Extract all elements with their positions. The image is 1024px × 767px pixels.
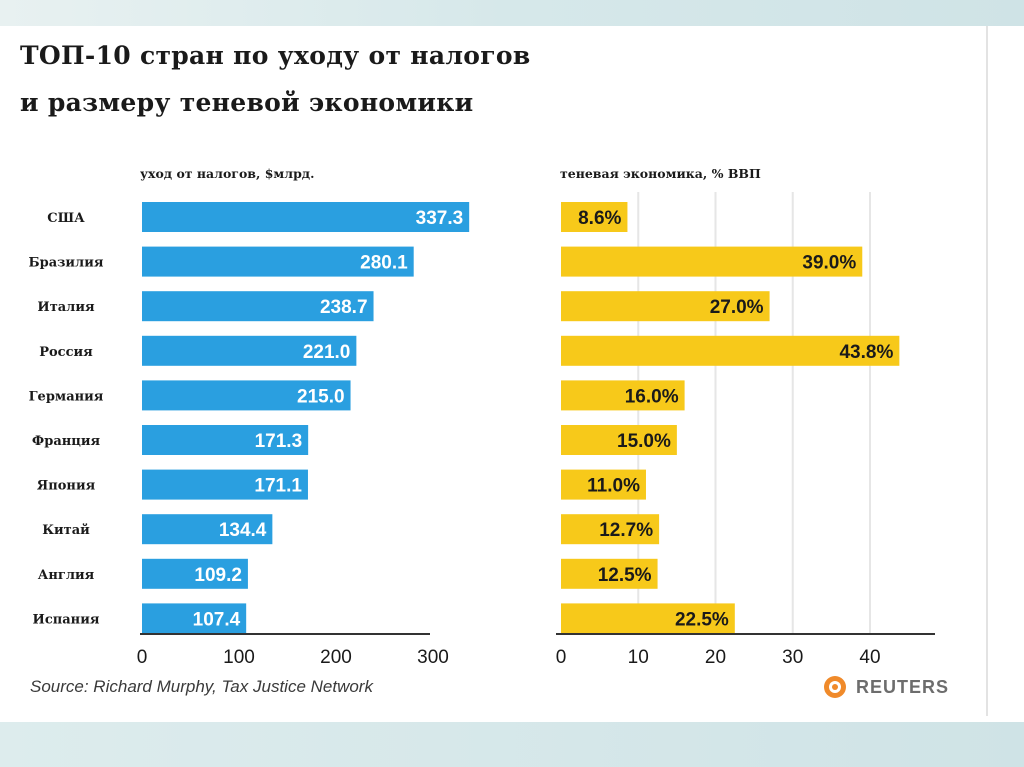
shadow-tick-label: 10	[628, 647, 649, 668]
reuters-logo: REUTERS	[820, 673, 949, 701]
tax-bar	[142, 425, 309, 455]
shadow-bar	[561, 291, 770, 322]
tax-value-label: 221.0	[303, 342, 351, 363]
shadow-tick-label: 40	[859, 647, 880, 668]
shadow-value-label: 43.8%	[839, 342, 893, 363]
category-label: Франция	[32, 434, 101, 449]
category-label: Бразилия	[29, 256, 104, 271]
shadow-bar	[561, 246, 863, 277]
shadow-value-label: 39.0%	[802, 253, 856, 274]
tax-tick-label: 100	[223, 647, 255, 668]
tax-value-label: 171.1	[254, 476, 302, 497]
shadow-bar	[561, 335, 900, 366]
source-note: Source: Richard Murphy, Tax Justice Netw…	[30, 677, 373, 696]
shadow-bar	[561, 380, 685, 411]
shadow-bar	[561, 514, 660, 545]
tax-value-label: 107.4	[193, 609, 241, 630]
category-label: Россия	[39, 345, 93, 360]
shadow-value-label: 27.0%	[710, 297, 764, 318]
category-label: Италия	[37, 300, 95, 315]
tax-value-label: 215.0	[297, 386, 345, 407]
tax-value-label: 171.3	[255, 431, 303, 452]
tax-bar	[142, 246, 414, 277]
shadow-value-label: 15.0%	[617, 431, 671, 452]
shadow-bar	[561, 425, 677, 455]
reuters-dots-icon	[824, 676, 846, 698]
shadow-value-label: 22.5%	[675, 609, 729, 630]
shadow-value-label: 16.0%	[625, 386, 679, 407]
tax-bar	[142, 558, 248, 589]
shadow-value-label: 12.5%	[598, 565, 652, 586]
category-label: Япония	[37, 479, 96, 494]
chart-title-line-2: и размеру теневой экономики	[20, 88, 474, 117]
tax-bar	[142, 469, 308, 500]
tax-panel-title: уход от налогов, $млрд.	[140, 166, 315, 181]
bottom-decor-band	[0, 722, 1024, 767]
chart-title: ТОП-10 стран по уходу от налогов и разме…	[20, 32, 720, 126]
tax-value-label: 238.7	[320, 297, 368, 318]
category-label: Англия	[38, 568, 95, 583]
shadow-tick-label: 20	[705, 647, 726, 668]
tax-tick-label: 300	[417, 647, 449, 668]
shadow-tick-label: 0	[556, 647, 567, 668]
chart-title-line-1: ТОП-10 стран по уходу от налогов	[20, 41, 531, 70]
tax-bar	[142, 335, 357, 366]
tax-bar	[142, 380, 351, 411]
tax-value-label: 109.2	[194, 565, 242, 586]
reuters-wordmark: REUTERS	[856, 676, 950, 697]
shadow-bar	[561, 202, 628, 232]
tax-bar	[142, 202, 470, 232]
shadow-panel-title: теневая экономика, % ВВП	[560, 166, 761, 181]
shadow-bar	[561, 469, 646, 500]
top-decor-band	[0, 0, 1024, 26]
category-label: Германия	[29, 389, 104, 404]
shadow-value-label: 12.7%	[599, 520, 653, 541]
category-label: Испания	[33, 612, 100, 627]
chart-card	[10, 26, 988, 716]
shadow-value-label: 8.6%	[578, 208, 621, 229]
tax-tick-label: 0	[137, 647, 148, 668]
shadow-bar	[561, 603, 735, 634]
tax-value-label: 280.1	[360, 253, 408, 274]
shadow-tick-label: 30	[782, 647, 803, 668]
shadow-bar	[561, 558, 658, 589]
tax-bar	[142, 603, 247, 634]
category-label: США	[47, 211, 85, 226]
shadow-value-label: 11.0%	[587, 476, 640, 497]
tax-tick-label: 200	[320, 647, 352, 668]
category-label: Китай	[42, 523, 90, 538]
tax-value-label: 134.4	[219, 520, 267, 541]
tax-bar	[142, 291, 374, 322]
tax-bar	[142, 514, 273, 545]
tax-value-label: 337.3	[416, 208, 464, 229]
